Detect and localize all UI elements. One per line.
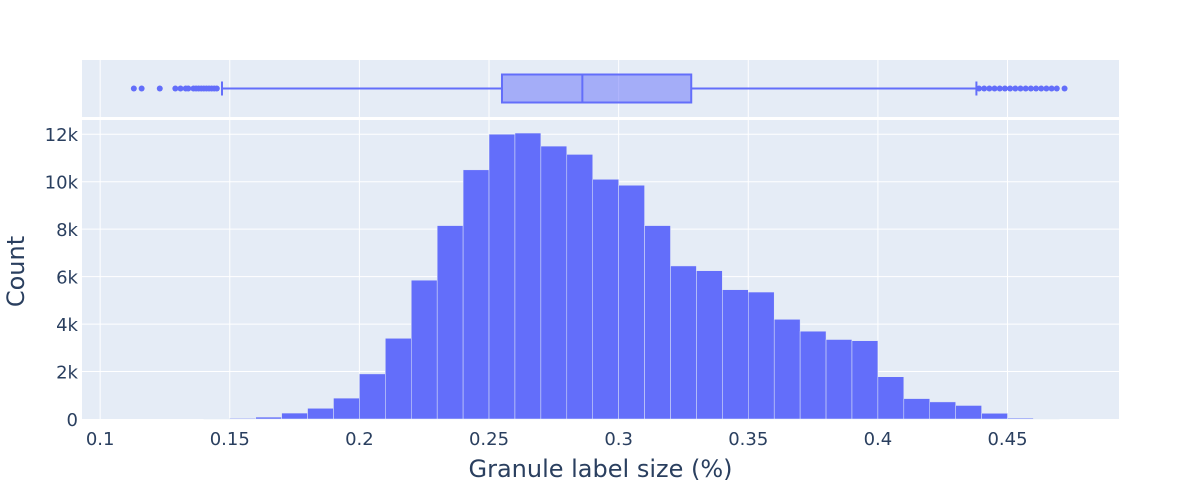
histogram-bar[interactable] (929, 401, 956, 420)
x-tick-label: 0.1 (86, 429, 115, 450)
y-tick-label: 4k (56, 315, 78, 336)
y-tick-label: 6k (56, 268, 78, 289)
histogram-bar[interactable] (903, 398, 930, 420)
histogram-bar[interactable] (696, 270, 723, 420)
box-outlier-point[interactable] (1027, 85, 1034, 92)
box-outlier-point[interactable] (1038, 85, 1045, 92)
x-tick-label: 0.15 (210, 429, 250, 450)
histogram-bar[interactable] (488, 133, 516, 420)
histogram-bar[interactable] (877, 376, 905, 420)
box-outlier-point[interactable] (1012, 85, 1019, 92)
box-iqr[interactable] (500, 73, 693, 104)
histogram-bar[interactable] (644, 225, 671, 420)
box-outlier-point[interactable] (185, 85, 192, 92)
y-tick-label: 8k (56, 220, 78, 241)
box-outlier-point[interactable] (1043, 85, 1050, 92)
histogram-bar[interactable] (307, 408, 334, 420)
histogram-bar[interactable] (955, 405, 982, 420)
histogram-bar[interactable] (514, 132, 542, 420)
box-outlier-point[interactable] (986, 85, 993, 92)
box-outlier-point[interactable] (991, 85, 998, 92)
x-tick-label: 0.35 (728, 429, 768, 450)
histogram-bar[interactable] (410, 279, 438, 420)
box-outlier-point[interactable] (1048, 85, 1055, 92)
x-tick-label: 0.3 (604, 429, 633, 450)
histogram-bar[interactable] (229, 418, 256, 420)
histogram-bar[interactable] (748, 291, 775, 420)
histogram-bar[interactable] (359, 373, 386, 420)
box-outlier-point[interactable] (1017, 85, 1024, 92)
histogram-bar[interactable] (851, 340, 879, 420)
histogram-bar[interactable] (618, 185, 645, 420)
box-outlier-point[interactable] (1061, 85, 1068, 92)
x-tick-label: 0.45 (987, 429, 1027, 450)
histogram-bar[interactable] (436, 225, 464, 420)
box-outlier-point[interactable] (1033, 85, 1040, 92)
box-outlier-point[interactable] (996, 85, 1003, 92)
box-outlier-point[interactable] (1053, 85, 1060, 92)
histogram-bar[interactable] (981, 413, 1008, 420)
y-tick-label: 12k (45, 125, 79, 146)
x-tick-label: 0.2 (345, 429, 374, 450)
x-tick-label: 0.25 (469, 429, 509, 450)
histogram-bar[interactable] (540, 145, 568, 420)
histogram-bar[interactable] (566, 154, 593, 420)
box-outlier-point[interactable] (172, 85, 179, 92)
y-tick-label: 2k (56, 363, 78, 384)
box-outlier-point[interactable] (1001, 85, 1008, 92)
histogram-bar[interactable] (462, 169, 490, 420)
histogram-bar[interactable] (799, 330, 827, 420)
box-outlier-point[interactable] (138, 85, 145, 92)
box-outlier-point[interactable] (976, 85, 983, 92)
histogram-bar[interactable] (281, 412, 308, 420)
histogram-bar[interactable] (825, 339, 853, 420)
histogram-bar[interactable] (385, 338, 412, 420)
box-outlier-point[interactable] (1022, 85, 1029, 92)
box-outlier-point[interactable] (156, 85, 163, 92)
y-axis-title: Count (2, 236, 30, 307)
histogram-bar[interactable] (255, 416, 282, 420)
box-outlier-point[interactable] (213, 85, 220, 92)
histogram-bar[interactable] (592, 179, 619, 420)
histogram-bar[interactable] (722, 289, 749, 420)
box-outlier-point[interactable] (130, 85, 137, 92)
y-tick-label: 0 (67, 410, 78, 431)
x-tick-label: 0.4 (864, 429, 893, 450)
box-outlier-point[interactable] (981, 85, 988, 92)
box-outlier-point[interactable] (1007, 85, 1014, 92)
histogram-bar[interactable] (333, 397, 360, 420)
histogram-bar[interactable] (773, 319, 801, 420)
histogram-bar[interactable] (670, 265, 697, 420)
box-outlier-point[interactable] (177, 85, 184, 92)
x-axis-title: Granule label size (%) (468, 455, 732, 483)
y-tick-label: 10k (45, 173, 79, 194)
histogram-bar[interactable] (1007, 417, 1034, 420)
